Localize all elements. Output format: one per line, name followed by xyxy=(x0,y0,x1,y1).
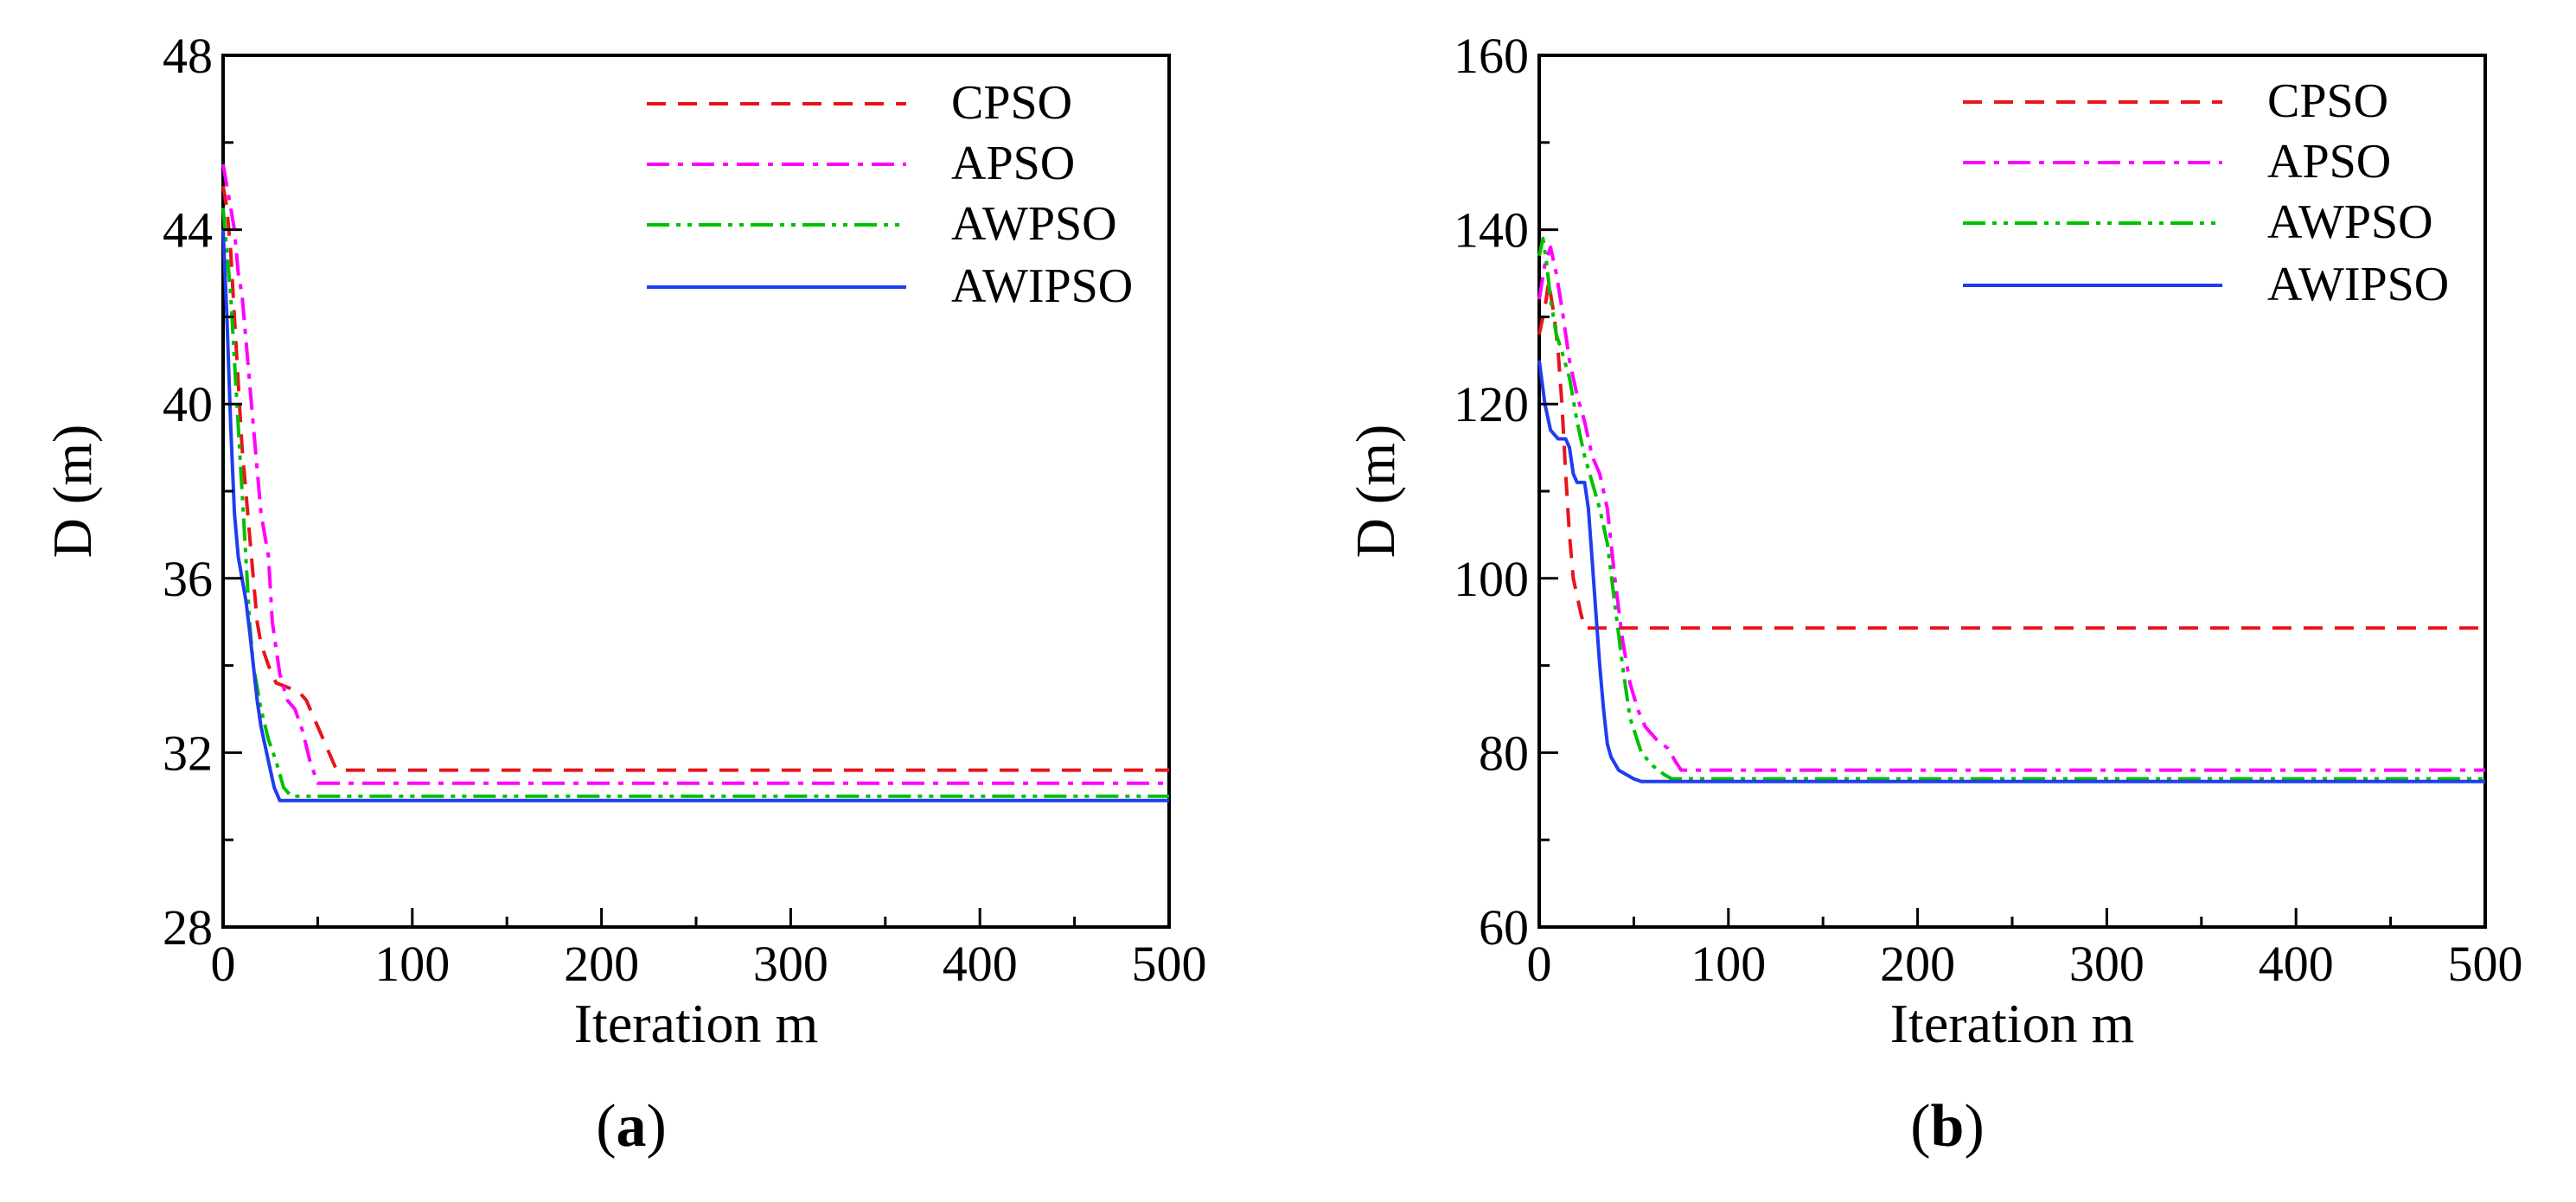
panel-label: (b) xyxy=(1910,1093,1985,1160)
tick-layer: 0 100 200 300 400 500 28 32 36 40 44 48 xyxy=(163,28,1207,992)
series-line-awpso xyxy=(1537,236,2485,781)
panel-label: (a) xyxy=(596,1093,667,1160)
legend-label-awipso: AWIPSO xyxy=(951,259,1133,313)
panel-letter: a xyxy=(617,1093,647,1160)
x-tick-label: 100 xyxy=(1691,936,1766,992)
series-layer xyxy=(221,163,1169,802)
legend-label-cpso: CPSO xyxy=(951,76,1072,130)
y-tick-label: 48 xyxy=(163,28,213,84)
y-tick-label: 160 xyxy=(1454,28,1529,84)
legend-label-awipso: AWIPSO xyxy=(2267,258,2449,311)
y-tick-label: 40 xyxy=(163,376,213,432)
y-tick-label: 32 xyxy=(163,725,213,781)
x-tick-label: 100 xyxy=(374,936,450,992)
legend-label-apso: APSO xyxy=(951,137,1075,190)
series-line-awipso xyxy=(1537,360,2485,783)
legend-label-awpso: AWPSO xyxy=(951,197,1117,251)
y-tick-label: 36 xyxy=(163,551,213,607)
series-line-apso xyxy=(221,163,1169,785)
x-tick-label: 300 xyxy=(753,936,828,992)
y-tick-label: 44 xyxy=(163,202,213,259)
x-axis-title: Iteration m xyxy=(1890,993,2135,1054)
legend-label-cpso: CPSO xyxy=(2267,74,2388,128)
series-line-awipso xyxy=(221,229,1169,802)
y-tick-label: 80 xyxy=(1479,725,1529,781)
legend-label-apso: APSO xyxy=(2267,135,2391,189)
y-tick-label: 100 xyxy=(1454,551,1529,607)
y-tick-label: 140 xyxy=(1454,202,1529,259)
x-tick-label: 500 xyxy=(2448,936,2523,992)
series-line-cpso xyxy=(1537,280,2485,630)
series-line-apso xyxy=(1537,245,2485,772)
legend-label-awpso: AWPSO xyxy=(2267,195,2433,249)
y-axis-title: D (m) xyxy=(42,425,103,559)
x-tick-label: 400 xyxy=(2259,936,2334,992)
y-tick-label: 120 xyxy=(1454,376,1529,432)
y-tick-label: 28 xyxy=(163,899,213,956)
legend: CPSO APSO AWPSO AWIPSO xyxy=(647,76,1133,313)
x-tick-label: 300 xyxy=(2069,936,2145,992)
y-tick-label: 60 xyxy=(1479,899,1529,956)
panel-letter: b xyxy=(1931,1093,1965,1160)
x-tick-label: 0 xyxy=(211,936,236,992)
legend: CPSO APSO AWPSO AWIPSO xyxy=(1963,74,2449,311)
chart-panel-a: 0 100 200 300 400 500 28 32 36 40 44 48 CPSO APSO A… xyxy=(42,28,1207,1160)
x-tick-label: 400 xyxy=(943,936,1018,992)
x-tick-label: 500 xyxy=(1132,936,1207,992)
series-layer xyxy=(1537,236,2485,783)
x-tick-label: 200 xyxy=(1880,936,1955,992)
x-tick-label: 0 xyxy=(1527,936,1552,992)
series-line-cpso xyxy=(221,185,1169,772)
y-axis-title: D (m) xyxy=(1345,425,1406,559)
chart-panel-b: 0 100 200 300 400 500 60 80 100 120 140 160 CPSO AP… xyxy=(1345,28,2523,1160)
x-axis-title: Iteration m xyxy=(574,993,819,1054)
x-tick-label: 200 xyxy=(564,936,639,992)
tick-layer: 0 100 200 300 400 500 60 80 100 120 140 160 xyxy=(1454,28,2523,992)
